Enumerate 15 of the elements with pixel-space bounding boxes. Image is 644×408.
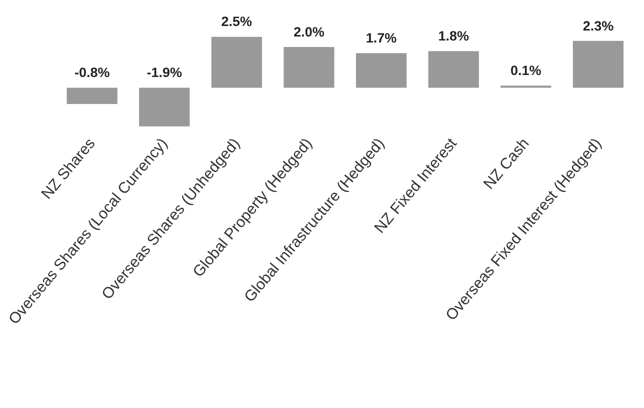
bar (284, 47, 334, 88)
data-label: 2.5% (221, 14, 252, 30)
bar (139, 88, 190, 126)
bar (211, 36, 262, 88)
bar (428, 51, 479, 88)
data-label: 2.0% (294, 24, 324, 40)
data-label: 0.1% (510, 63, 542, 78)
bar (66, 88, 118, 104)
bar (356, 53, 407, 88)
data-label: 2.3% (582, 18, 614, 34)
data-label: -0.8% (74, 65, 110, 80)
bar (572, 40, 624, 88)
data-label: 1.8% (438, 28, 469, 44)
data-label: 1.7% (366, 30, 397, 46)
data-label: -1.9% (146, 65, 182, 80)
